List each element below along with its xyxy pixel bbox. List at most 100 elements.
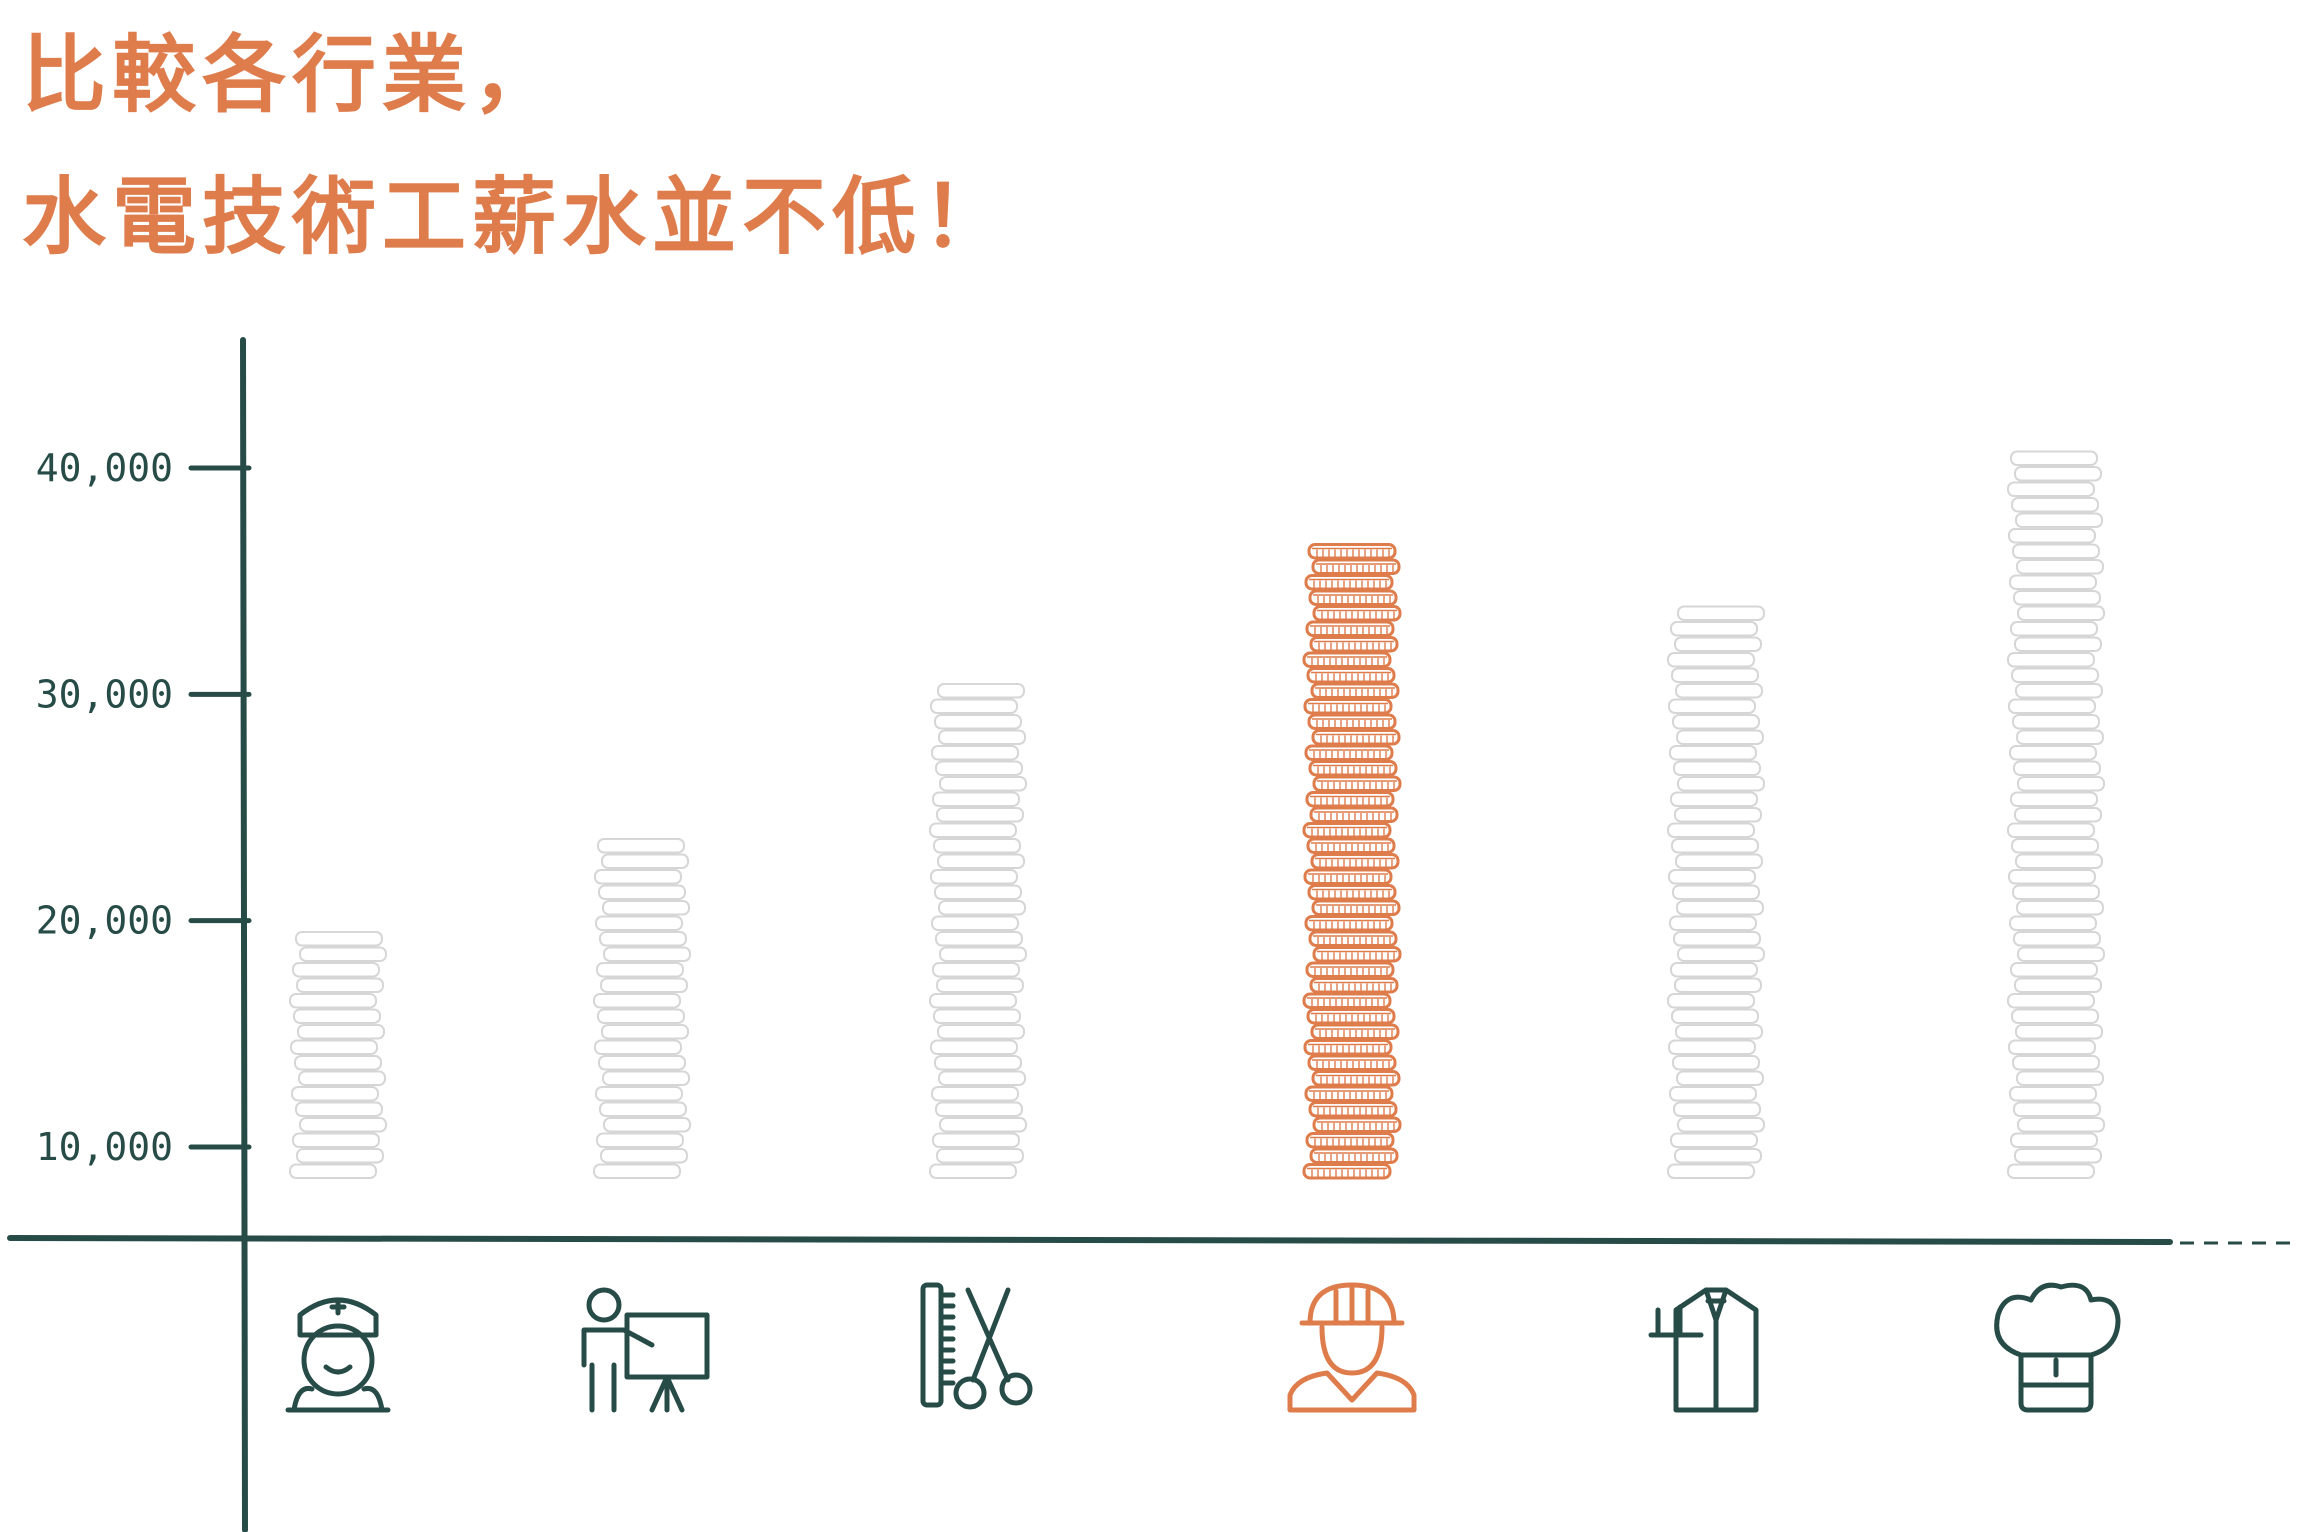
coin [1306,837,1396,854]
coin [1674,636,1762,652]
coin [2012,714,2100,730]
coin [1674,977,1762,993]
coin [2007,822,2095,838]
coin [1311,558,1401,575]
page-title: 比較各行業， 水電技術工薪水並不低！ [22,4,1012,288]
coin [1308,930,1398,947]
coin [1311,729,1401,746]
coin [2007,993,2095,1009]
coin [1312,946,1402,963]
coin [2012,884,2100,900]
coin [1309,806,1399,823]
category-icons [285,1282,2121,1413]
coin [929,1163,1017,1179]
coin [1305,1132,1395,1149]
coin [937,853,1025,869]
coin-stack-waiter [1667,605,1765,1179]
coin [2007,1163,2095,1179]
coin [1668,1039,1756,1055]
coin [593,1163,681,1179]
coin [1671,1008,1759,1024]
coin [297,1024,385,1040]
coin [1667,822,1755,838]
coin [1667,652,1755,668]
coin [930,698,1018,714]
coin [599,1101,687,1117]
coin [602,900,690,916]
coin [295,931,383,947]
x-axis-line [7,1235,2173,1245]
coin [1302,651,1392,668]
coin [1669,1086,1757,1102]
coin-stack-nurse [289,931,387,1179]
coin [2013,760,2101,776]
coin [2007,481,2095,497]
coin [938,729,1026,745]
coin [2008,1039,2096,1055]
coin [1308,1101,1398,1118]
coin [935,931,1023,947]
coin [2010,791,2098,807]
coin [1310,1023,1400,1040]
coin [938,1070,1026,1086]
coin [1668,869,1756,885]
coin [2007,652,2095,668]
coin [932,962,1020,978]
coin [2014,807,2102,823]
coin [601,853,689,869]
coin [1668,698,1756,714]
coin [930,1039,1018,1055]
coin [597,1008,685,1024]
coin [1673,1101,1761,1117]
coin [1673,760,1761,776]
coin [1677,776,1765,792]
coin [1310,682,1400,699]
coin [600,1148,688,1164]
coin [1671,838,1759,854]
coin [601,1024,689,1040]
coin [2011,667,2099,683]
coin [2009,915,2097,931]
coin [929,822,1017,838]
coin [2014,636,2102,652]
coin [1670,1132,1758,1148]
coin [600,977,688,993]
coin [1669,745,1757,761]
coin [1307,1054,1397,1071]
coin [1304,574,1394,591]
coin [1307,713,1397,730]
coin [1677,605,1765,621]
title-line-2: 水電技術工薪水並不低！ [22,168,1013,266]
coin [1302,992,1392,1009]
coin [2017,1117,2105,1133]
coin [1303,698,1393,715]
coin [599,931,687,947]
coin [2009,745,2097,761]
coin [2010,621,2098,637]
coin [938,900,1026,916]
coin [1671,667,1759,683]
coin [2016,729,2104,745]
coin [1676,729,1764,745]
coin [1309,636,1399,653]
coin [1304,744,1394,761]
coin [594,1039,682,1055]
coin [299,1117,387,1133]
y-tick-label: 20,000 [36,899,173,943]
coin [931,915,1019,931]
coin [1305,620,1395,637]
y-tick-label: 30,000 [36,672,173,716]
coin [935,760,1023,776]
coin [1302,822,1392,839]
y-tick-label: 10,000 [36,1125,173,1169]
coin [1673,931,1761,947]
coin [1304,915,1394,932]
coin [290,1039,378,1055]
coin [932,791,1020,807]
coin [1676,900,1764,916]
coin [2010,450,2098,466]
coin [2013,590,2101,606]
coin [2017,776,2105,792]
coin [1672,1055,1760,1071]
coin [932,1132,1020,1148]
